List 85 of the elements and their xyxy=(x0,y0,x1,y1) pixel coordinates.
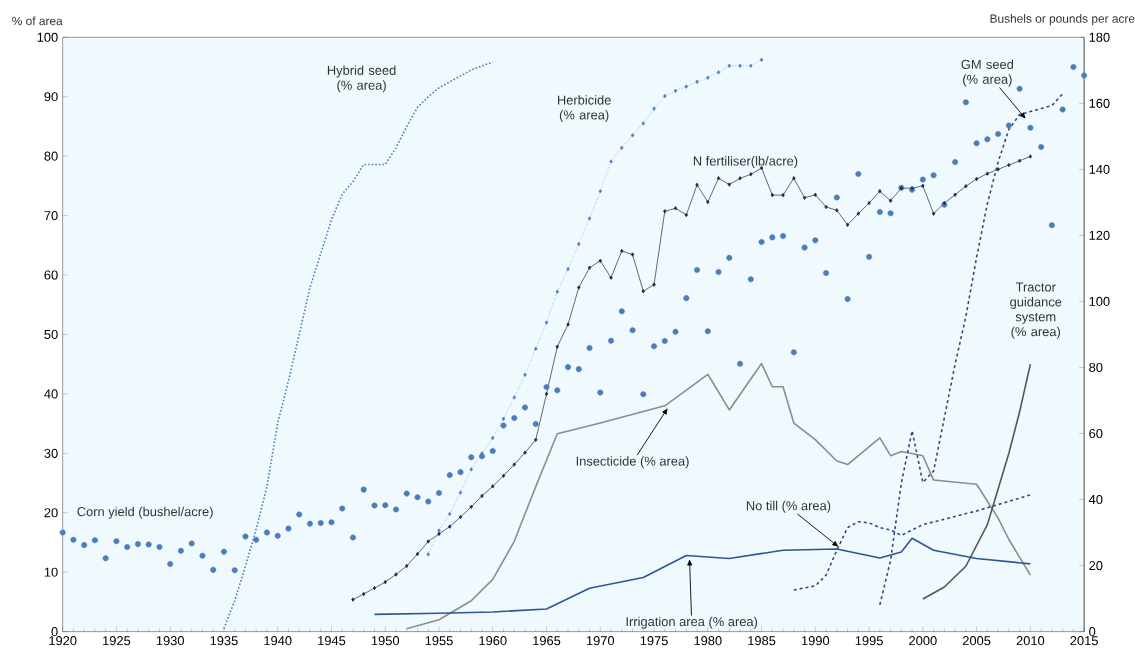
point xyxy=(512,395,516,400)
x-tick-label: 1945 xyxy=(318,635,346,646)
line-series xyxy=(373,537,1032,615)
y2-tick-label: 40 xyxy=(1088,494,1103,504)
point xyxy=(641,121,645,126)
y2-tick-label: 160 xyxy=(1089,98,1110,108)
x-tick-label: 2010 xyxy=(1016,635,1045,646)
x-tick-label: 1990 xyxy=(801,635,830,646)
point xyxy=(587,216,592,221)
point xyxy=(534,346,538,351)
point xyxy=(598,188,602,194)
point xyxy=(609,159,613,164)
point xyxy=(759,57,764,62)
y-axis-title: % of area xyxy=(12,16,63,25)
series-label: Herbicide (% area) xyxy=(558,94,611,122)
y-tick-label: 100 xyxy=(37,32,58,42)
x-tick-label: 1950 xyxy=(371,635,400,646)
x-tick-label: 1985 xyxy=(748,635,776,646)
point xyxy=(706,75,710,80)
x-tick-label: 1925 xyxy=(103,635,131,646)
line-series xyxy=(922,363,1032,600)
y-tick-label: 0 xyxy=(51,626,58,636)
text: Irrigation area (% area) xyxy=(626,616,758,629)
y-tick-label: 40 xyxy=(44,389,58,399)
text: GM seed (% area) xyxy=(961,59,1014,87)
y-tick-label: 80 xyxy=(44,151,58,161)
x-tick-label: 1960 xyxy=(479,635,507,646)
line-series xyxy=(405,362,1032,630)
y-tick-label: 90 xyxy=(44,91,58,102)
point xyxy=(426,552,430,557)
series-label: Corn yield (bushel/acre) xyxy=(77,506,213,519)
x-tick-label: 1975 xyxy=(640,635,668,646)
x-tick-label: 1970 xyxy=(586,635,615,646)
point xyxy=(695,79,699,84)
x-tick-label: 1935 xyxy=(210,635,238,646)
point xyxy=(544,320,549,325)
x-tick-label: 2000 xyxy=(909,635,937,646)
x-tick-label: 1930 xyxy=(156,635,185,646)
x-tick-label: 1920 xyxy=(49,635,77,646)
series-label: No till (% area) xyxy=(746,500,831,513)
y2-tick-label: 180 xyxy=(1089,32,1110,42)
text: Tractor guidance system (% area) xyxy=(1010,282,1062,339)
point xyxy=(566,266,570,271)
series-label: N fertiliser(lb/acre) xyxy=(693,155,798,168)
y2-tick-label: 60 xyxy=(1089,428,1103,438)
point xyxy=(469,467,473,472)
point xyxy=(555,289,559,294)
point xyxy=(523,372,527,377)
text: Hybrid seed (% area) xyxy=(327,65,396,93)
y2-tick-label: 80 xyxy=(1089,362,1103,372)
x-tick-label: 1940 xyxy=(264,635,292,646)
x-tick-label: 2015 xyxy=(1070,635,1098,646)
point xyxy=(620,145,624,150)
x-tick-label: 1980 xyxy=(694,635,722,646)
y2-tick-label: 20 xyxy=(1089,560,1103,570)
y2-tick-label: 120 xyxy=(1089,230,1110,240)
point xyxy=(491,435,495,440)
x-tick-label: 1995 xyxy=(855,635,883,646)
x-tick-label: 1965 xyxy=(533,635,561,646)
point xyxy=(673,88,678,93)
point xyxy=(630,133,635,138)
point xyxy=(458,490,463,495)
y-tick-label: 50 xyxy=(44,329,58,339)
point xyxy=(652,106,656,111)
y-tick-label: 30 xyxy=(44,448,58,458)
point xyxy=(716,70,721,75)
y2-axis-title: Bushels or pounds per acre xyxy=(990,13,1135,25)
point xyxy=(577,241,581,247)
y-tick-label: 10 xyxy=(44,567,58,577)
y2-tick-label: 0 xyxy=(1089,626,1096,636)
point xyxy=(501,416,506,421)
point xyxy=(738,63,742,68)
y-tick-label: 20 xyxy=(44,507,58,518)
y2-tick-label: 100 xyxy=(1089,296,1110,306)
x-tick-label: 1955 xyxy=(425,635,453,646)
y-tick-label: 70 xyxy=(44,210,58,220)
point xyxy=(749,63,753,68)
x-tick-label: 2005 xyxy=(962,635,991,646)
y2-tick-label: 140 xyxy=(1089,164,1110,174)
text: Insecticide (% area) xyxy=(576,456,689,469)
y-tick-label: 60 xyxy=(44,270,58,280)
point xyxy=(663,93,667,99)
point xyxy=(727,63,731,68)
point xyxy=(448,511,452,516)
point xyxy=(684,84,688,89)
